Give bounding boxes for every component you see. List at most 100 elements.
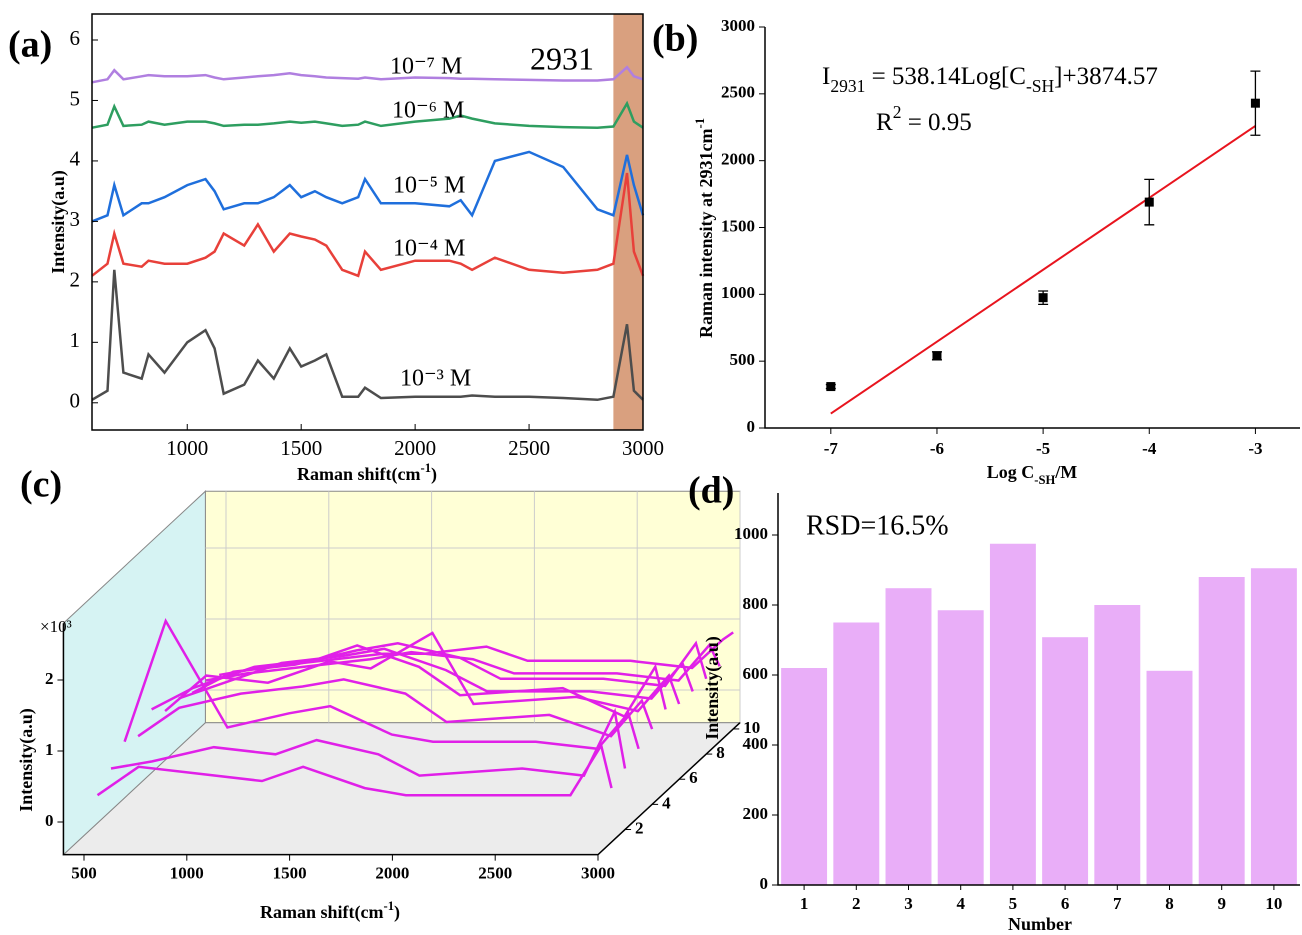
x-tick-label: 10 [1265,894,1282,913]
y-tick-label: 5 [70,86,81,110]
bar [781,668,828,885]
x-tick-label: 1000 [166,436,208,460]
x-tick-label: 2500 [508,436,550,460]
x-axis-label-part: Number [1008,914,1072,934]
y-tick-label: 600 [743,664,769,683]
equation-part: ]+3874.57 [1054,63,1158,90]
y-tick-label: 6 [70,26,81,50]
x-tick-label: 2000 [394,436,436,460]
x-axis-label-part: ) [394,902,400,923]
plot-frame [91,13,644,431]
x-tick-label: 1000 [170,864,204,883]
bar [1094,605,1141,885]
x-tick-label: 7 [1113,894,1122,913]
panel-label: (c) [20,464,62,506]
z-tick-label: 0 [45,811,54,830]
data-point [826,382,836,392]
x-tick-label: 3000 [622,436,664,460]
y-tick-label: 800 [743,594,769,613]
y-axis-label: Intensity(a.u) [702,636,723,740]
z-tick-label: 1 [45,740,54,759]
bar [1250,568,1297,885]
x-tick-label: 9 [1217,894,1226,913]
bar [885,588,932,885]
spectrum-line [151,644,667,719]
x-axis-label-part: ) [431,464,437,485]
bar [833,622,880,885]
r-squared-part: R [876,109,893,136]
x-tick-label: -4 [1142,439,1157,458]
x-axis-label-part: Log C [987,462,1035,482]
series-label: 10⁻⁵ M [393,173,465,199]
x-axis-label-part: Raman shift(cm [297,464,421,485]
series-label: 10⁻⁶ M [392,98,464,124]
y-tick-label: 2 [70,268,81,292]
x-tick-label: 6 [1061,894,1070,913]
y-axis-label: Intensity(a.u) [48,170,69,274]
z-axis-label-part: Intensity(a.u) [16,708,37,812]
r-squared-part: = 0.95 [901,109,971,136]
spectrum-line [91,269,644,402]
y-tick-label: 4 [70,147,81,171]
axis-lines [62,623,741,856]
data-point [932,351,942,361]
x-tick-label: 2000 [375,864,409,883]
y-tick-label: 1 [70,328,81,352]
panel-label: (b) [652,18,698,60]
bar [937,610,984,885]
x-axis-label: Raman shift(cm-1) [260,899,400,923]
fit-line [830,125,1256,415]
r-squared: R2 = 0.95 [876,102,972,136]
x-tick-label: -7 [824,439,839,458]
x-axis-label: Number [1008,914,1072,934]
x-tick-label: 4 [956,894,965,913]
y-tick-label: 0 [747,417,756,436]
data-point [1038,293,1048,303]
depth-tick-label: 4 [662,793,671,812]
x-tick-label: -6 [930,439,944,458]
panel-label: (d) [688,470,734,512]
x-tick-label: -5 [1036,439,1050,458]
x-axis-label: Log C-SH/M [987,462,1078,487]
y-axis-label-part: -1 [693,118,707,129]
bar [1146,670,1193,885]
x-axis-label-part: Raman shift(cm [260,902,384,923]
x-tick-label: 1500 [273,864,307,883]
x-axis-label-part: -1 [421,461,432,475]
equation-part: = 538.14Log[C [865,63,1026,90]
y-tick-label: 400 [743,734,769,753]
y-tick-label: 3 [70,207,81,231]
y-tick-label: 1000 [721,283,755,302]
spectrum-line [91,172,645,278]
z-multiplier: ×10³ [40,617,72,636]
highlight-band [613,14,643,430]
spectrum-line [96,742,613,797]
x-tick-label: 1 [800,894,809,913]
z-axis-label: Intensity(a.u) [16,708,37,812]
r-squared-part: 2 [893,102,902,122]
y-tick-label: 0 [760,874,769,893]
y-tick-label: 0 [70,389,81,413]
y-tick-label: 2500 [721,83,755,102]
spectrum-line [91,100,644,129]
series-label: 10⁻⁷ M [390,54,462,80]
spectrum-line [218,631,734,677]
x-tick-label: 1500 [280,436,322,460]
y-tick-label: 1000 [734,524,768,543]
x-tick-label: 5 [1009,894,1018,913]
x-axis-label-part: -1 [384,899,395,913]
spectrum-line [137,678,654,738]
equation-part: I [822,63,830,90]
data-point [1250,98,1260,108]
bar [989,543,1036,885]
y-tick-label: 500 [730,350,756,369]
x-tick-label: 2500 [478,864,512,883]
x-tick-label: 8 [1165,894,1174,913]
series-label: 10⁻³ M [400,366,471,392]
spectrum-line [91,65,644,84]
depth-tick-label: 8 [716,743,725,762]
equation: I2931 = 538.14Log[C-SH]+3874.57 [822,63,1158,96]
spectrum-line [110,707,627,777]
annotation: 2931 [530,40,594,76]
